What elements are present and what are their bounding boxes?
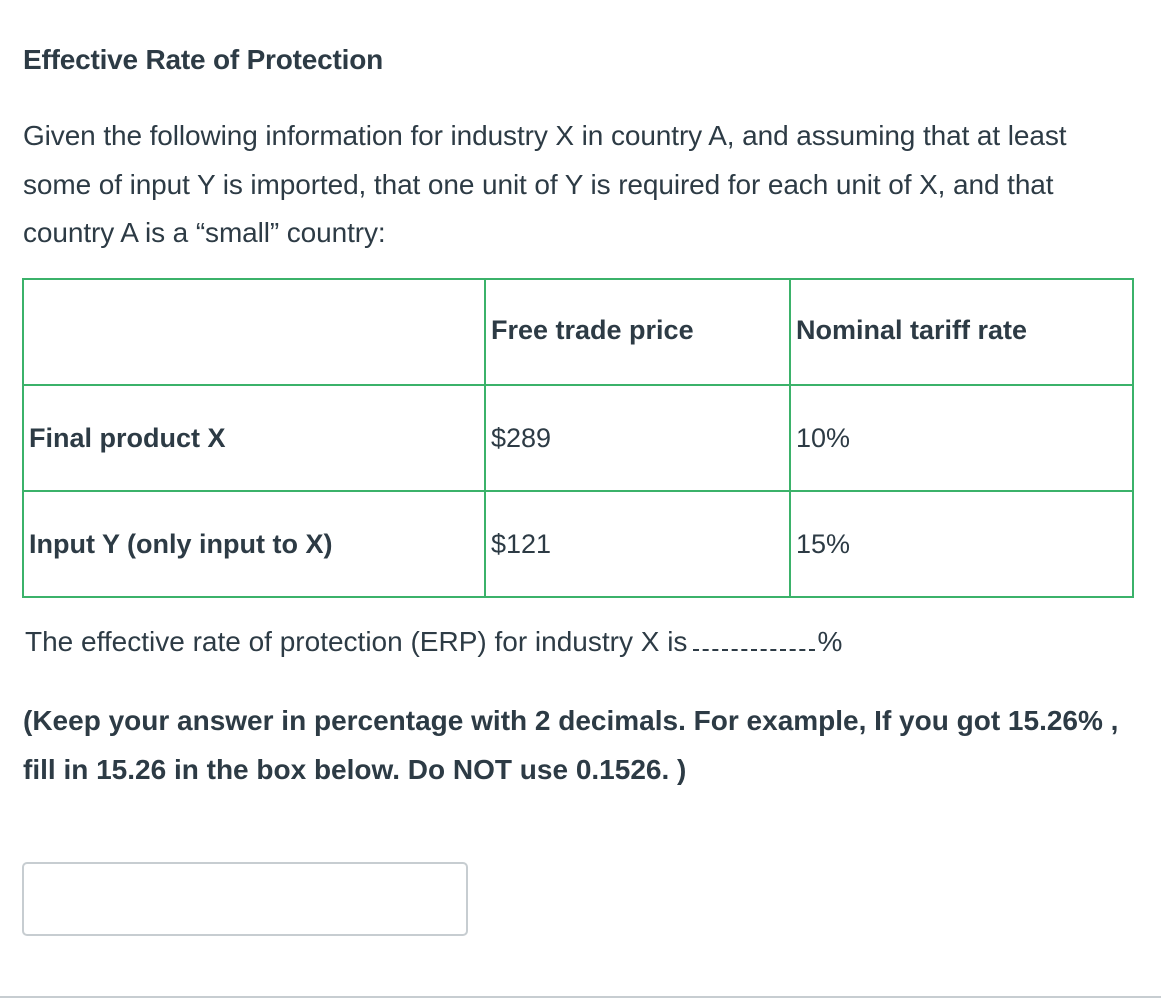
table-header-row: Free trade price Nominal tariff rate xyxy=(22,278,1134,386)
price-final-product-x: $289 xyxy=(484,384,791,492)
question-prompt-text: The effective rate of protection (ERP) f… xyxy=(25,626,688,657)
table-header-free-trade-price: Free trade price xyxy=(484,278,791,386)
table-row: Input Y (only input to X) $121 15% xyxy=(22,490,1134,598)
answer-blank xyxy=(693,627,816,651)
info-table: Free trade price Nominal tariff rate Fin… xyxy=(22,278,1134,598)
tariff-input-y: 15% xyxy=(789,490,1134,598)
answer-input[interactable] xyxy=(22,862,468,936)
row-label-input-y: Input Y (only input to X) xyxy=(22,490,486,598)
question-intro: Given the following information for indu… xyxy=(23,120,1067,248)
question-prompt-suffix: % xyxy=(817,626,843,657)
price-input-y: $121 xyxy=(484,490,791,598)
tariff-final-product-x: 10% xyxy=(789,384,1134,492)
row-label-final-product-x: Final product X xyxy=(22,384,486,492)
table-row: Final product X $289 10% xyxy=(22,384,1134,492)
question-prompt: The effective rate of protection (ERP) f… xyxy=(25,626,842,658)
table-header-nominal-tariff-rate: Nominal tariff rate xyxy=(789,278,1134,386)
bottom-divider xyxy=(0,996,1161,998)
table-header-empty xyxy=(22,278,486,386)
question-title: Effective Rate of Protection xyxy=(23,44,384,75)
answer-instructions: (Keep your answer in percentage with 2 d… xyxy=(23,705,1119,785)
